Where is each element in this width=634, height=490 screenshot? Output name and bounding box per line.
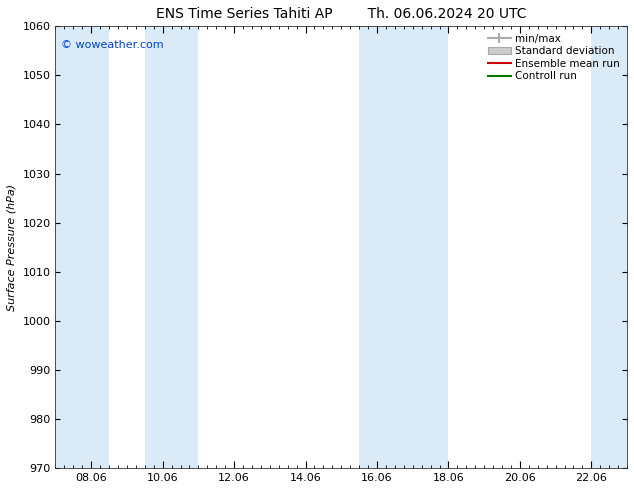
Title: ENS Time Series Tahiti AP        Th. 06.06.2024 20 UTC: ENS Time Series Tahiti AP Th. 06.06.2024… — [156, 7, 526, 21]
Bar — [56, 26, 109, 468]
Bar — [145, 26, 198, 468]
Y-axis label: Surface Pressure (hPa): Surface Pressure (hPa) — [7, 184, 17, 311]
Bar — [359, 26, 448, 468]
Text: © woweather.com: © woweather.com — [61, 40, 164, 49]
Legend: min/max, Standard deviation, Ensemble mean run, Controll run: min/max, Standard deviation, Ensemble me… — [486, 31, 622, 83]
Bar — [592, 26, 627, 468]
